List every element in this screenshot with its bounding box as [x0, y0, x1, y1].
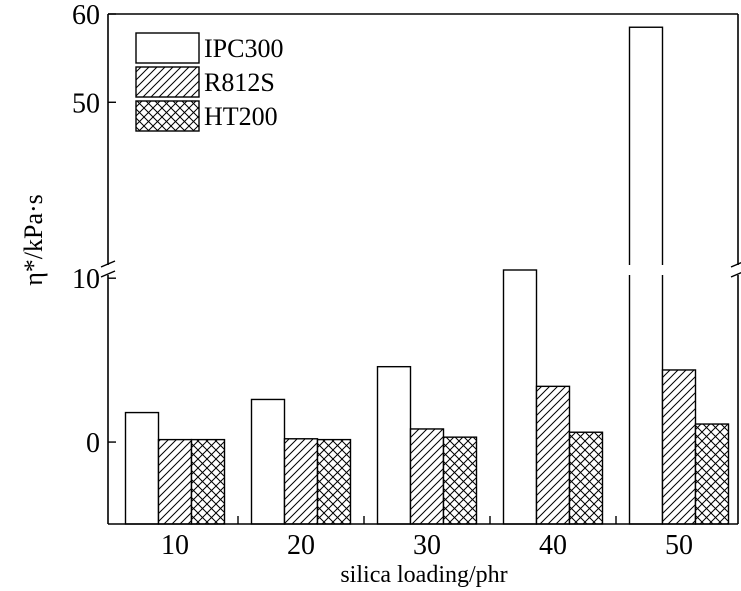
y-tick-label: 10: [72, 264, 100, 295]
x-axis-title: silica loading/phr: [340, 562, 507, 588]
legend-swatch-ht200: [135, 100, 200, 132]
x-tick-label: 20: [287, 530, 315, 561]
bar-ipc300-20: [250, 398, 286, 525]
bar-ipc300-40: [502, 269, 538, 525]
legend-label-ipc300: IPC300: [204, 34, 283, 63]
bar-ht200-40: [568, 431, 604, 525]
legend-label-r812s: R812S: [204, 68, 275, 97]
bar-r812s-30: [409, 428, 445, 525]
bar-ipc300-10: [124, 411, 160, 525]
x-tick-label: 50: [665, 530, 693, 561]
y-tick-label: 0: [86, 428, 100, 459]
bar-r812s-40: [535, 385, 571, 525]
legend-label-ht200: HT200: [204, 102, 278, 131]
legend: IPC300 R812S HT200: [135, 32, 283, 132]
bar-ht200-50: [694, 423, 730, 525]
bar-ipc300-30: [376, 365, 412, 525]
axis-break-mark-right: [730, 271, 741, 278]
legend-swatch-ipc300: [135, 32, 200, 64]
y-tick-label: 60: [72, 0, 100, 31]
x-tick-label: 30: [413, 530, 441, 561]
bars-layer: [124, 26, 730, 525]
x-tick-label: 10: [161, 530, 189, 561]
bar-r812s-20: [283, 438, 319, 525]
bar-ht200-20: [316, 438, 352, 525]
bar-r812s-10: [157, 438, 193, 525]
y-tick-label: 50: [72, 88, 100, 119]
axis-break-mark-left: [100, 260, 116, 268]
bar-ht200-10: [190, 438, 226, 525]
bar-ipc300-50: [628, 26, 664, 525]
x-tick-label: 40: [539, 530, 567, 561]
legend-swatch-r812s: [135, 66, 200, 98]
axis-ticks: 0 10 50 60 10 20 30 40 50: [72, 0, 693, 561]
bar-ht200-30: [442, 436, 478, 525]
bar-r812s-50: [661, 369, 697, 525]
axis-break-mark-left: [100, 270, 116, 278]
bar-break-gap-50: [627, 265, 665, 275]
axis-break-mark-right: [730, 261, 741, 268]
plot-frame: [100, 13, 741, 525]
y-axis-title: η*/kPa·s: [19, 194, 48, 286]
